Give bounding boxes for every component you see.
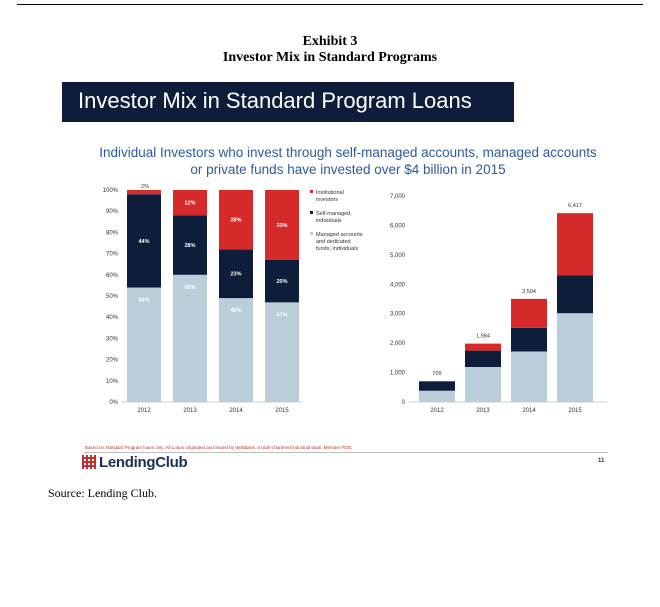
x-tick-label: 2012 [137, 408, 151, 414]
legend-swatch [310, 190, 313, 193]
y-tick-label: 100% [103, 188, 119, 194]
x-tick-label: 2013 [476, 408, 490, 414]
y-tick-label: 80% [106, 230, 119, 236]
bar-segment [511, 298, 547, 328]
bar-segment [557, 313, 593, 402]
legend-swatch [310, 211, 313, 214]
y-tick-label: 5,000 [390, 253, 406, 259]
percent-mix-chart: 0% 10% 20% 30% 40% 50% 60% 70% 80% 90% 100% 54% 44% 2… [103, 184, 363, 414]
slide-banner-title: Investor Mix in Standard Program Loans [78, 88, 472, 113]
bar-label: 54% [138, 298, 149, 304]
x-tick-label: 2012 [430, 408, 444, 414]
y-tick-label: 6,000 [390, 223, 406, 229]
bar-segment [173, 274, 207, 402]
y-tick-label: 3,000 [390, 312, 406, 318]
x-tick-label: 2015 [275, 408, 289, 414]
bar-segment [127, 190, 161, 195]
bar-label: 60% [184, 285, 195, 291]
y-tick-label: 30% [106, 336, 119, 342]
bar-label: 49% [230, 308, 241, 314]
bar-segment [465, 343, 501, 351]
slide-subtitle-line2: or private funds have invested over $4 b… [190, 162, 506, 177]
bar-segment [557, 213, 593, 276]
bar-label: 33% [276, 223, 287, 229]
legend-label: Institutional [316, 190, 344, 196]
bar-segment [265, 302, 299, 402]
x-tick-label: 2014 [522, 408, 536, 414]
bar-segment [265, 190, 299, 260]
lendingclub-logo-icon [82, 455, 96, 469]
legend-label: Self-managed, [316, 211, 352, 217]
slide-subtitle-line1: Individual Investors who invest through … [99, 145, 597, 160]
bar-label: 2% [141, 184, 149, 190]
bar-segment [219, 298, 253, 402]
bar-label: 28% [184, 243, 195, 249]
exhibit-number: Exhibit 3 [302, 34, 358, 49]
bar-segment [173, 215, 207, 275]
logo-text: LendingClub [99, 453, 188, 471]
total-label: 3,504 [522, 289, 536, 295]
x-tick-label: 2014 [229, 408, 243, 414]
y-tick-label: 2,000 [390, 341, 406, 347]
slide-footnote: Based on Standard Program loans only. Al… [85, 445, 352, 450]
dollar-volume-chart: 0 1,000 2,000 3,000 4,000 5,000 6,000 7,000 709 2… [390, 194, 607, 414]
bar-label: 28% [230, 218, 241, 224]
y-tick-label: 7,000 [390, 194, 406, 200]
y-tick-label: 0 [402, 400, 406, 406]
x-tick-label: 2015 [568, 408, 582, 414]
bar-segment [173, 190, 207, 216]
y-tick-label: 70% [106, 252, 119, 258]
bar-segment [557, 275, 593, 314]
bar-segment [127, 287, 161, 402]
y-tick-label: 4,000 [390, 282, 406, 288]
bar-label: 23% [230, 272, 241, 278]
top-rule [17, 4, 643, 5]
bar-segment [511, 351, 547, 402]
y-tick-label: 20% [106, 358, 119, 364]
y-tick-label: 90% [106, 209, 119, 215]
bar-segment [219, 190, 253, 250]
bar-segment [265, 259, 299, 303]
x-tick-label: 2013 [183, 408, 197, 414]
bar-segment [127, 194, 161, 288]
legend-label: funds, individuals [316, 246, 358, 252]
y-tick-label: 1,000 [390, 371, 406, 377]
legend-label: Managed accounts [316, 232, 363, 238]
y-tick-label: 10% [106, 379, 119, 385]
slide-footer-rule [84, 452, 608, 453]
y-tick-label: 60% [106, 273, 119, 279]
legend-label: individuals [316, 218, 342, 224]
bar-label: 20% [276, 279, 287, 285]
slide-page-number: 11 [598, 458, 605, 464]
y-tick-label: 40% [106, 315, 119, 321]
total-label: 1,984 [476, 334, 490, 340]
bar-label: 12% [184, 201, 195, 207]
slide-banner [62, 82, 514, 122]
bar-segment [219, 249, 253, 299]
total-label: 6,417 [568, 203, 582, 209]
y-tick-label: 0% [109, 400, 118, 406]
source-note: Source: Lending Club. [48, 486, 157, 500]
bar-segment [511, 327, 547, 352]
legend-swatch [310, 232, 313, 235]
bar-segment [465, 350, 501, 367]
legend-label: and dedicated [316, 239, 351, 245]
total-label: 709 [432, 371, 441, 377]
bar-label: 47% [276, 312, 287, 318]
bar-segment [419, 381, 455, 391]
legend-label: investors [316, 197, 338, 203]
exhibit-title: Investor Mix in Standard Programs [222, 50, 438, 65]
bar-segment [465, 366, 501, 402]
y-tick-label: 50% [106, 294, 119, 300]
lendingclub-logo: LendingClub [82, 452, 188, 472]
bar-segment [419, 390, 455, 402]
bar-label: 44% [138, 239, 149, 245]
